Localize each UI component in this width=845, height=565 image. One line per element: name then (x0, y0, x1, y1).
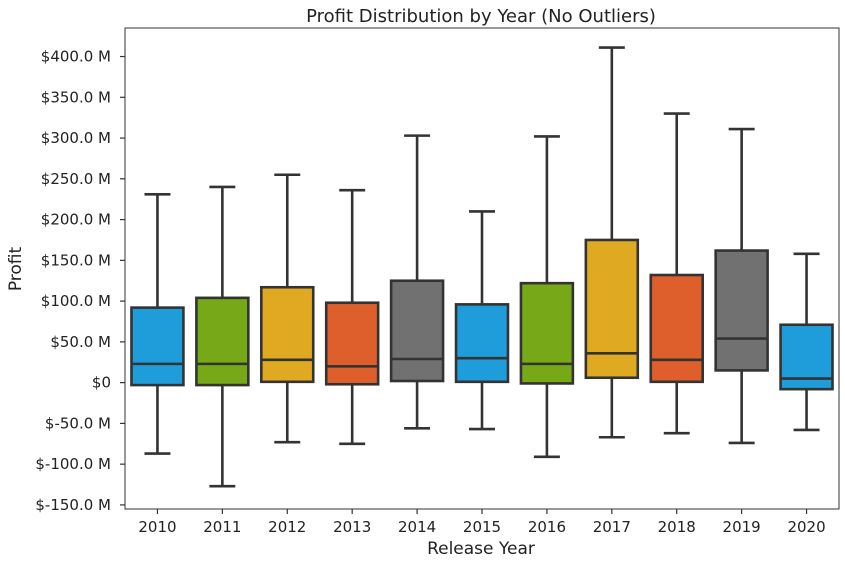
iqr-box (195, 296, 250, 387)
box-2015 (454, 210, 510, 431)
y-tick-label: $350.0 M (41, 88, 111, 106)
iqr-box (324, 301, 380, 386)
x-tick-label: 2010 (138, 518, 176, 536)
iqr-box (130, 306, 185, 387)
y-axis: $400.0 M $350.0 M $300.0 M $250.0 M $200.0 M… (35, 48, 125, 514)
box-2014 (389, 134, 445, 430)
x-tick-label: 2018 (658, 518, 696, 536)
y-tick-label: $200.0 M (41, 211, 111, 229)
iqr-box (714, 249, 769, 372)
y-tick-label: $0 (92, 374, 111, 392)
chart-title: Profit Distribution by Year (No Outliers… (306, 6, 656, 27)
y-axis-label: Profit (6, 246, 26, 291)
box-2020 (779, 252, 834, 432)
x-tick-label: 2019 (723, 518, 761, 536)
box-2013 (324, 188, 380, 446)
iqr-box (260, 285, 315, 384)
plot-area (130, 46, 834, 488)
y-tick-label: $-100.0 M (35, 455, 111, 473)
x-axis-label: Release Year (427, 539, 535, 559)
y-tick-label: $100.0 M (41, 292, 111, 310)
box-2010 (130, 193, 185, 455)
y-tick-label: $300.0 M (41, 129, 111, 147)
x-tick-label: 2016 (528, 518, 566, 536)
x-tick-label: 2012 (268, 518, 306, 536)
y-tick-label: $50.0 M (50, 333, 111, 351)
box-2018 (649, 112, 704, 435)
y-tick-label: $-150.0 M (35, 496, 111, 514)
box-2016 (519, 135, 575, 459)
iqr-box (519, 281, 575, 385)
iqr-box (649, 273, 704, 384)
x-tick-label: 2020 (787, 518, 825, 536)
iqr-box (389, 279, 445, 383)
box-2011 (195, 185, 250, 488)
iqr-box (454, 303, 510, 384)
y-tick-label: $-50.0 M (45, 414, 111, 432)
box-2019 (714, 127, 769, 445)
iqr-box (584, 238, 640, 380)
x-tick-label: 2017 (593, 518, 631, 536)
x-tick-label: 2014 (398, 518, 436, 536)
y-tick-label: $400.0 M (41, 48, 111, 66)
y-tick-label: $250.0 M (41, 170, 111, 188)
x-tick-label: 2011 (203, 518, 241, 536)
y-tick-label: $150.0 M (41, 251, 111, 269)
x-tick-label: 2013 (333, 518, 371, 536)
box-2017 (584, 46, 640, 439)
x-axis: 2010 2011 2012 2013 2014 2015 2016 2017 2018 2019… (138, 509, 826, 536)
x-tick-label: 2015 (463, 518, 501, 536)
box-2012 (260, 173, 315, 444)
